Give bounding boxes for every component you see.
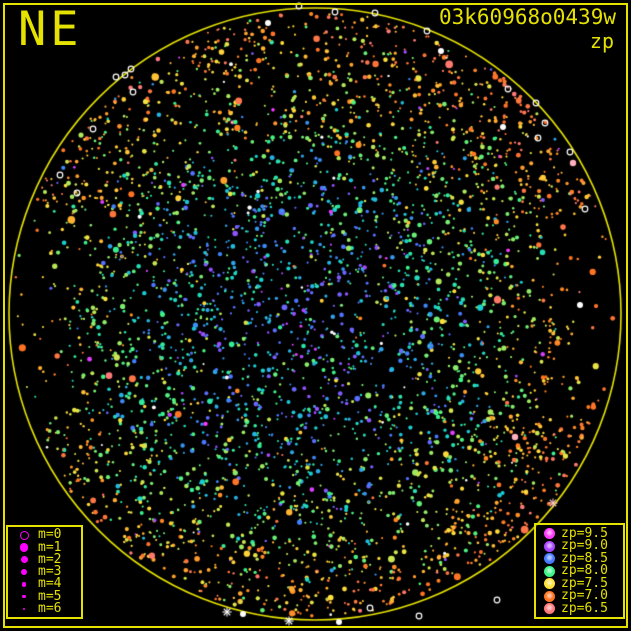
zp-color-swatch-9.5 <box>543 528 555 539</box>
magnitude-symbol-m4 <box>21 582 27 587</box>
legend-row-zp95: zp=9.5 <box>541 525 623 541</box>
legend-row-zp70: zp=7.0 <box>541 588 623 603</box>
legend-zp-label: zp=9.0 <box>561 538 608 553</box>
legend-m-label: m=6 <box>38 600 62 616</box>
legend-row-m4: m=4 <box>15 576 81 592</box>
legend-zp-label: zp=6.5 <box>561 600 608 616</box>
legend-m-label: m=2 <box>38 551 62 567</box>
plot-title: 03k60968o0439w <box>438 5 616 29</box>
magnitude-symbol-m2 <box>20 556 28 564</box>
legend-zp-label: zp=8.0 <box>561 563 608 578</box>
legend-row-m5: m=5 <box>15 588 81 604</box>
legend-row-zp85: zp=8.5 <box>541 550 623 566</box>
legend-row-zp80: zp=8.0 <box>541 563 623 578</box>
magnitude-symbol-m3 <box>21 569 27 575</box>
legend-zp-label: zp=7.5 <box>561 575 608 591</box>
magnitude-symbol-m0 <box>19 530 29 540</box>
legend-row-zp90: zp=9.0 <box>541 538 623 553</box>
legend-row-m0: m=0 <box>15 527 81 543</box>
legend-m-label: m=1 <box>38 539 62 555</box>
zp-color-swatch-6.5 <box>543 603 555 614</box>
legend-m-label: m=5 <box>38 588 62 604</box>
zp-color-swatch-8.5 <box>543 553 555 564</box>
legend-m-label: m=3 <box>38 564 62 579</box>
magnitude-symbol-m5 <box>22 594 26 599</box>
legend-row-m6: m=6 <box>15 600 81 616</box>
legend-zp-label: zp=7.0 <box>561 588 608 603</box>
legend-row-m1: m=1 <box>15 539 81 555</box>
legend-row-zp75: zp=7.5 <box>541 575 623 591</box>
zp-color-swatch-7.0 <box>543 590 555 602</box>
legend-m-label: m=4 <box>38 576 62 592</box>
zp-color-swatch-8.0 <box>543 565 555 577</box>
magnitude-symbol-m6 <box>23 607 25 610</box>
legend-row-m2: m=2 <box>15 551 81 567</box>
zp-color-swatch-9.0 <box>543 540 555 552</box>
plot-frame <box>3 3 628 628</box>
magnitude-symbol-m1 <box>19 543 29 552</box>
legend-m-label: m=0 <box>38 527 62 543</box>
plot-subtitle: zp <box>589 29 614 53</box>
legend-row-m3: m=3 <box>15 564 81 579</box>
legend-zp-label: zp=8.5 <box>561 550 608 566</box>
zeropoint-legend: zp=9.5 zp=9.0 zp=8.5 zp=8.0 zp=7.5 zp=7.… <box>534 523 625 619</box>
orientation-label: NE <box>18 2 83 57</box>
magnitude-legend: m=0 m=1 m=2 m=3 m=4 m=5 m=6 <box>6 525 83 619</box>
legend-row-zp65: zp=6.5 <box>541 600 623 616</box>
legend-zp-label: zp=9.5 <box>561 525 608 541</box>
zp-color-swatch-7.5 <box>543 578 555 589</box>
